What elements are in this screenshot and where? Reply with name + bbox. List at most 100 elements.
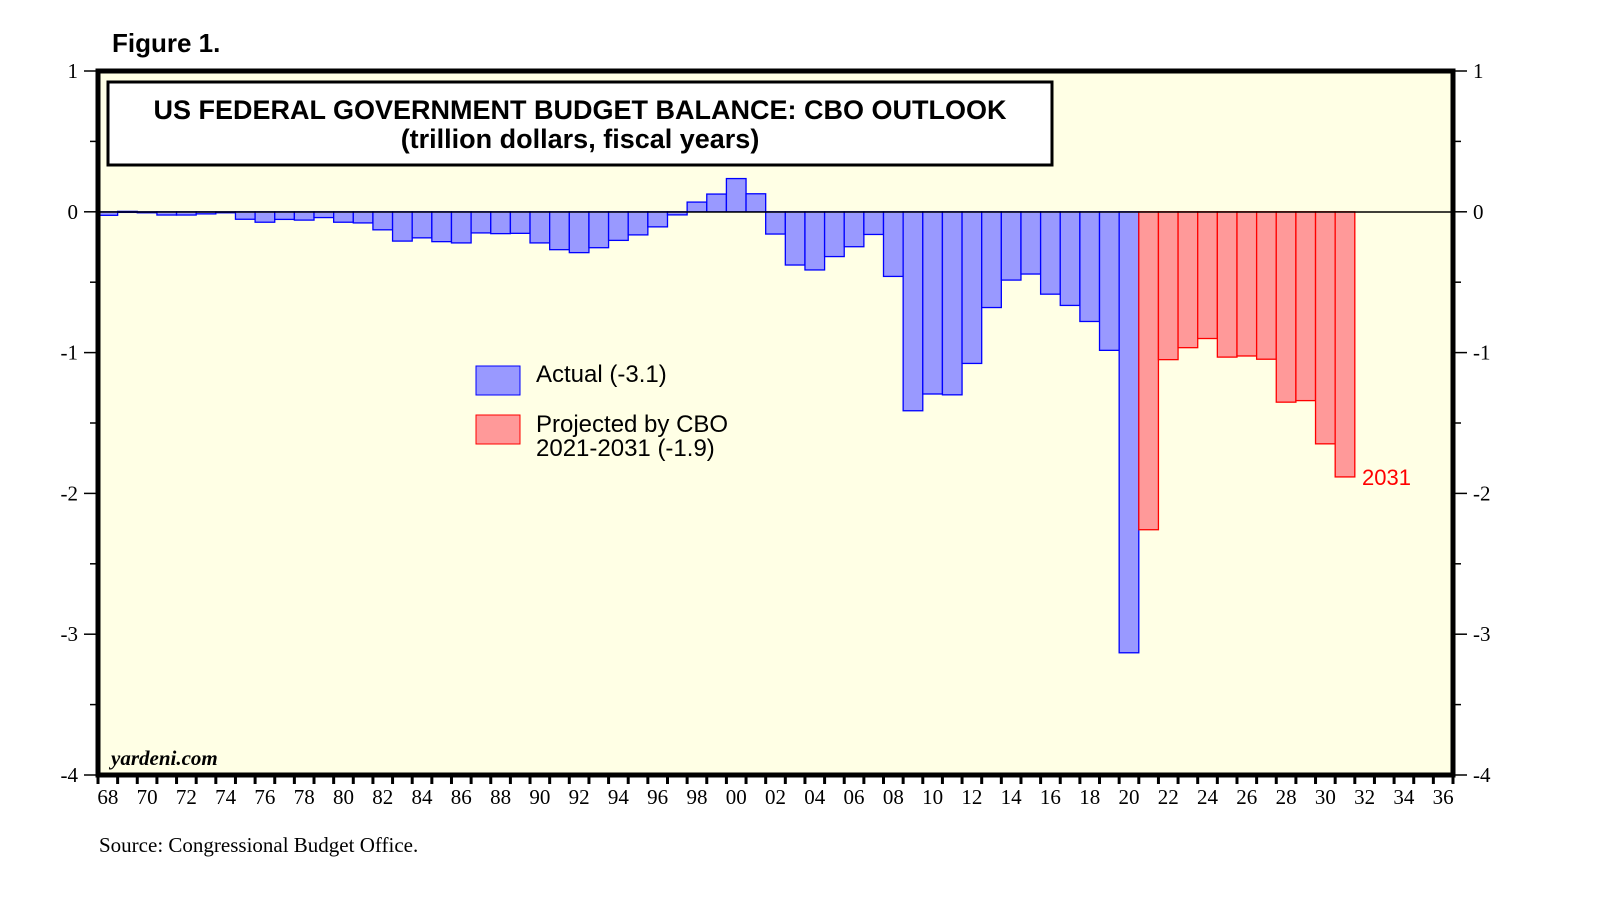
actual-bar-1991 — [549, 211, 570, 251]
y-tick-label-right: 1 — [1473, 59, 1484, 83]
actual-bar-2020 — [1118, 211, 1140, 654]
annotation-2031: 2031 — [1362, 465, 1411, 490]
actual-bar-2007 — [863, 211, 885, 236]
x-tick-label: 16 — [1040, 785, 1061, 809]
x-tick-label: 78 — [294, 785, 315, 809]
actual-bar-2019 — [1098, 211, 1120, 351]
actual-bar-1990 — [529, 211, 551, 244]
actual-bar-1982 — [372, 211, 394, 231]
actual-bar-2013 — [981, 211, 1002, 309]
x-tick-label: 26 — [1236, 785, 1257, 809]
actual-bar-1986 — [450, 211, 472, 244]
actual-bar-2010 — [922, 211, 944, 395]
actual-bar-1989 — [509, 211, 531, 234]
actual-bar-1981 — [352, 211, 374, 224]
x-tick-label: 22 — [1158, 785, 1179, 809]
y-tick-label-left: 0 — [68, 200, 79, 224]
actual-bar-1996 — [647, 211, 669, 228]
actual-bar-1980 — [333, 211, 354, 223]
projected-bar-2026 — [1236, 211, 1258, 357]
x-tick-label: 36 — [1433, 785, 1454, 809]
actual-bar-2006 — [843, 211, 865, 248]
x-tick-label: 88 — [490, 785, 511, 809]
projected-bar-2030 — [1314, 211, 1336, 445]
actual-bar-1992 — [568, 211, 590, 254]
x-tick-label: 34 — [1393, 785, 1415, 809]
projected-bar-2031 — [1334, 211, 1356, 478]
x-tick-label: 18 — [1079, 785, 1100, 809]
source-note: Source: Congressional Budget Office. — [99, 833, 419, 857]
x-tick-label: 30 — [1315, 785, 1336, 809]
actual-bar-2018 — [1079, 211, 1101, 323]
actual-bar-2001 — [745, 193, 767, 213]
actual-bar-1994 — [607, 211, 629, 242]
y-tick-label-right: -4 — [1473, 763, 1491, 787]
x-tick-label: 04 — [804, 785, 826, 809]
projected-bar-2028 — [1275, 211, 1297, 403]
actual-bar-2015 — [1020, 211, 1042, 275]
projected-bar-2022 — [1157, 211, 1179, 361]
actual-bar-1995 — [627, 211, 649, 236]
actual-bar-1988 — [490, 211, 512, 235]
chart-subtitle: (trillion dollars, fiscal years) — [401, 124, 760, 154]
plot-frame — [95, 68, 1456, 778]
actual-bar-2011 — [941, 211, 963, 396]
actual-bar-1999 — [706, 193, 728, 213]
actual-bar-2004 — [804, 211, 826, 271]
actual-bar-2014 — [1000, 211, 1022, 281]
projected-bar-2027 — [1255, 211, 1277, 360]
actual-bar-2000 — [725, 177, 747, 213]
x-tick-label: 98 — [686, 785, 707, 809]
x-tick-label: 14 — [1001, 785, 1023, 809]
actual-bar-2012 — [961, 211, 983, 365]
legend-label-projected-range: 2021-2031 (-1.9) — [536, 435, 715, 462]
x-tick-label: 12 — [961, 785, 982, 809]
x-tick-label: 28 — [1276, 785, 1297, 809]
x-tick-label: 96 — [647, 785, 668, 809]
actual-bar-1985 — [431, 211, 453, 243]
x-tick-label: 10 — [922, 785, 943, 809]
x-tick-label: 84 — [412, 785, 434, 809]
plot-background — [98, 71, 1453, 775]
actual-bar-1993 — [588, 211, 610, 249]
actual-bar-1998 — [686, 201, 708, 213]
x-tick-label: 86 — [451, 785, 472, 809]
x-tick-label: 06 — [844, 785, 865, 809]
actual-bar-1983 — [391, 211, 413, 242]
x-tick-label: 20 — [1118, 785, 1139, 809]
y-tick-label-left: -2 — [61, 481, 79, 505]
y-tick-label-right: 0 — [1473, 200, 1484, 224]
actual-bar-2005 — [823, 211, 845, 258]
actual-bar-2008 — [882, 211, 904, 278]
actual-bar-1976 — [254, 211, 276, 223]
actual-bar-2002 — [765, 211, 786, 235]
actual-bar-2003 — [784, 211, 806, 266]
actual-bar-1978 — [293, 211, 315, 221]
projected-bar-2024 — [1197, 211, 1218, 340]
x-tick-label: 02 — [765, 785, 786, 809]
x-tick-label: 92 — [569, 785, 590, 809]
x-tick-label: 72 — [176, 785, 197, 809]
x-tick-label: 08 — [883, 785, 904, 809]
x-tick-label: 80 — [333, 785, 354, 809]
actual-bar-2009 — [902, 211, 924, 412]
actual-bar-1984 — [411, 211, 433, 239]
y-tick-label-right: -2 — [1473, 481, 1491, 505]
x-tick-label: 90 — [529, 785, 550, 809]
y-tick-label-left: -3 — [61, 622, 79, 646]
x-tick-label: 94 — [608, 785, 630, 809]
y-tick-label-right: -1 — [1473, 341, 1491, 365]
projected-bar-2021 — [1138, 211, 1160, 531]
projected-bar-2029 — [1295, 211, 1317, 402]
y-tick-label-left: 1 — [68, 59, 79, 83]
y-tick-label-right: -3 — [1473, 622, 1491, 646]
x-tick-label: 24 — [1197, 785, 1219, 809]
projected-bar-2023 — [1177, 211, 1199, 349]
projected-bar-2025 — [1216, 211, 1238, 358]
actual-bar-1975 — [234, 211, 256, 220]
y-tick-label-left: -4 — [61, 763, 79, 787]
x-tick-label: 82 — [372, 785, 393, 809]
x-tick-label: 76 — [254, 785, 275, 809]
legend-label-actual: Actual (-3.1) — [536, 361, 667, 388]
